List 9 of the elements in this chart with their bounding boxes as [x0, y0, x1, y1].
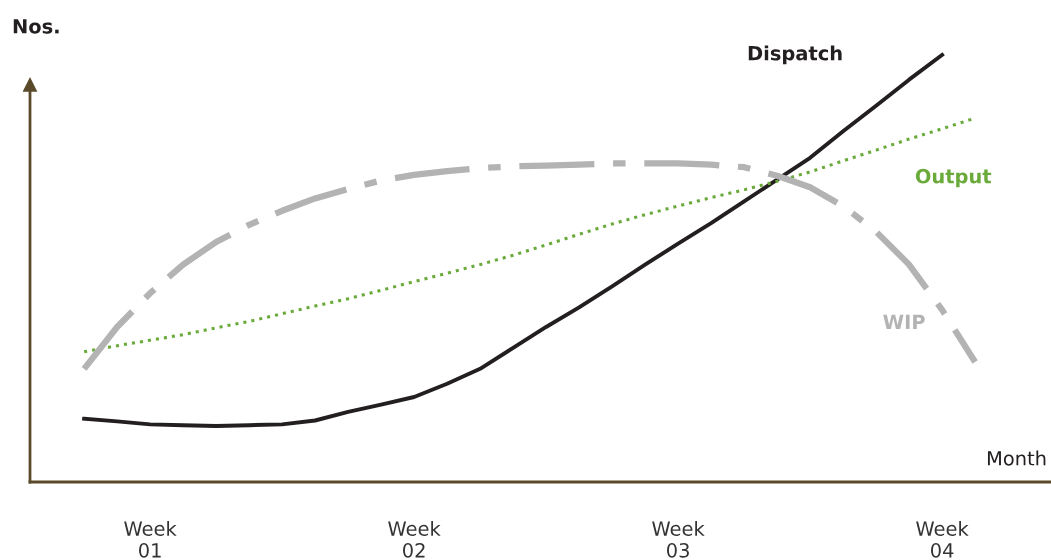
- x-tick-label: Week 02: [388, 520, 441, 558]
- series-label: Output: [915, 168, 992, 188]
- text: Dispatch: [748, 45, 842, 65]
- y-axis-title: Nos.: [13, 19, 59, 34]
- series-label: WIP: [883, 314, 925, 329]
- x-tick-label: Week 03: [652, 520, 705, 558]
- x-axis-title: Month: [987, 450, 1046, 466]
- x-tick-label: Week 04: [916, 520, 969, 558]
- x-tick-label: Week 01: [124, 520, 177, 558]
